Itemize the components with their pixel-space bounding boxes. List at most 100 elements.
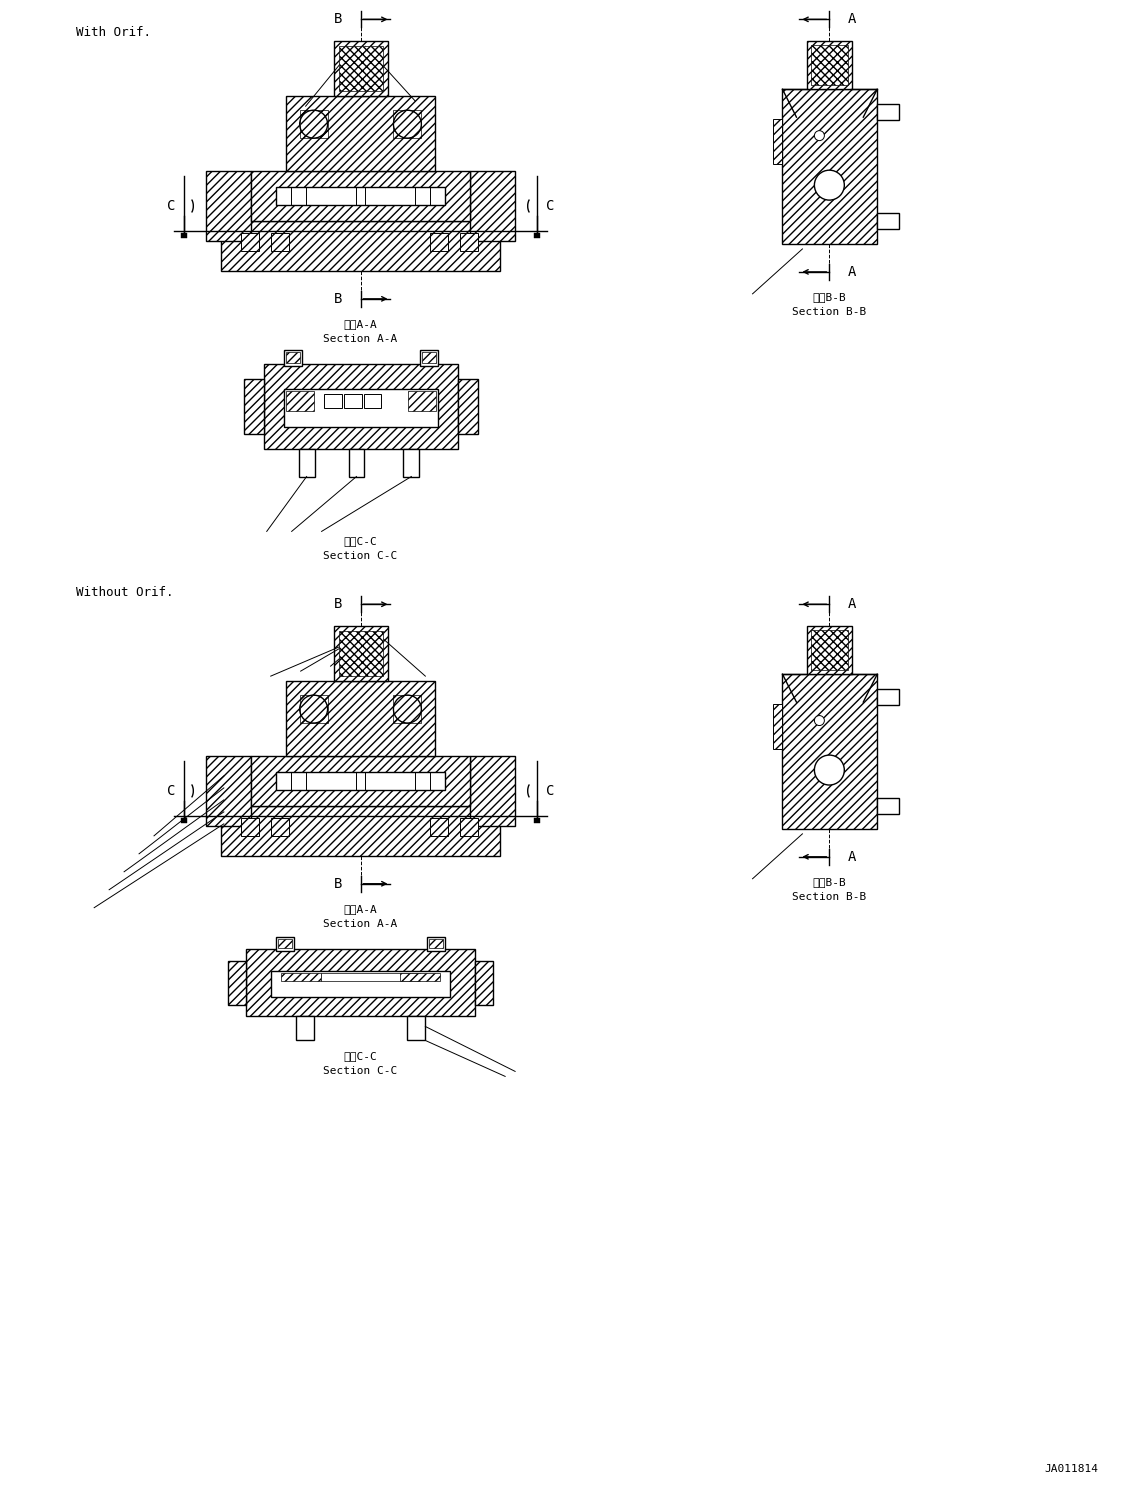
Bar	[400, 973, 440, 980]
Bar	[878, 798, 899, 813]
Bar	[471, 172, 515, 240]
Bar	[241, 818, 259, 836]
Bar	[181, 233, 186, 237]
Circle shape	[300, 695, 327, 724]
Bar	[343, 394, 362, 407]
Bar	[243, 379, 264, 434]
Bar	[227, 961, 246, 1004]
Bar	[333, 627, 389, 682]
Text: C: C	[167, 783, 175, 798]
Bar	[284, 349, 301, 366]
Bar	[807, 627, 853, 674]
Bar	[812, 45, 848, 85]
Bar	[324, 394, 341, 407]
Bar	[460, 818, 479, 836]
Text: 断面A-A: 断面A-A	[343, 319, 377, 328]
Bar	[285, 682, 435, 756]
Bar	[364, 394, 381, 407]
Bar	[181, 818, 186, 824]
Bar	[333, 42, 389, 95]
Text: 断面A-A: 断面A-A	[343, 904, 377, 913]
Text: B: B	[334, 877, 342, 891]
Text: 断面B-B: 断面B-B	[813, 877, 846, 886]
Circle shape	[393, 110, 422, 139]
Text: B: B	[334, 597, 342, 612]
Bar	[264, 364, 458, 449]
Bar	[285, 352, 300, 363]
Text: A: A	[847, 850, 856, 864]
Bar	[251, 756, 471, 806]
Bar	[458, 379, 479, 434]
Bar	[299, 449, 315, 476]
Text: C: C	[546, 783, 554, 798]
Bar	[534, 233, 540, 237]
Bar	[285, 391, 314, 410]
Bar	[878, 213, 899, 228]
Bar	[349, 449, 365, 476]
Bar	[275, 186, 446, 204]
Text: 断面C-C: 断面C-C	[343, 537, 377, 546]
Bar	[339, 631, 383, 676]
Bar	[271, 818, 289, 836]
Bar	[404, 449, 420, 476]
Circle shape	[814, 170, 845, 200]
Text: Section B-B: Section B-B	[792, 892, 866, 901]
Bar	[430, 938, 443, 947]
Text: JA011814: JA011814	[1045, 1464, 1098, 1474]
Bar	[206, 172, 251, 240]
Text: B: B	[334, 292, 342, 306]
Bar	[296, 1016, 314, 1040]
Circle shape	[814, 131, 824, 140]
Bar	[285, 95, 435, 172]
Bar	[275, 771, 446, 789]
Bar	[421, 349, 439, 366]
Bar	[407, 1016, 425, 1040]
Text: Without Orif.: Without Orif.	[76, 586, 174, 600]
Text: Section A-A: Section A-A	[323, 919, 398, 928]
Text: A: A	[847, 597, 856, 612]
Bar	[428, 937, 446, 950]
Bar	[241, 233, 259, 251]
Circle shape	[814, 755, 845, 785]
Bar	[271, 971, 450, 997]
Text: With Orif.: With Orif.	[76, 27, 151, 39]
Text: A: A	[847, 12, 856, 27]
Bar	[772, 119, 782, 164]
Text: B: B	[334, 12, 342, 27]
Bar	[275, 937, 293, 950]
Bar	[300, 110, 327, 139]
Bar	[460, 233, 479, 251]
Bar	[475, 961, 493, 1004]
Text: 断面B-B: 断面B-B	[813, 292, 846, 301]
Text: C: C	[167, 198, 175, 213]
Bar	[878, 689, 899, 706]
Bar	[393, 110, 422, 139]
Bar	[430, 233, 448, 251]
Bar	[284, 389, 439, 427]
Text: Section C-C: Section C-C	[323, 552, 398, 561]
Bar	[251, 172, 471, 221]
Bar	[221, 806, 500, 856]
Text: Section A-A: Section A-A	[323, 334, 398, 343]
Circle shape	[300, 110, 327, 139]
Bar	[534, 818, 540, 824]
Circle shape	[393, 695, 422, 724]
Bar	[281, 973, 321, 980]
Text: 断面C-C: 断面C-C	[343, 1052, 377, 1061]
Bar	[393, 695, 422, 724]
Bar	[206, 756, 251, 827]
Bar	[271, 233, 289, 251]
Bar	[807, 42, 853, 90]
Bar	[782, 90, 878, 243]
Bar	[430, 818, 448, 836]
Text: C: C	[546, 198, 554, 213]
Bar	[221, 221, 500, 272]
Bar	[471, 756, 515, 827]
Bar	[246, 949, 475, 1016]
Text: A: A	[847, 266, 856, 279]
Bar	[408, 391, 437, 410]
Text: Section C-C: Section C-C	[323, 1067, 398, 1076]
Bar	[300, 695, 327, 724]
Bar	[422, 352, 437, 363]
Circle shape	[814, 716, 824, 725]
